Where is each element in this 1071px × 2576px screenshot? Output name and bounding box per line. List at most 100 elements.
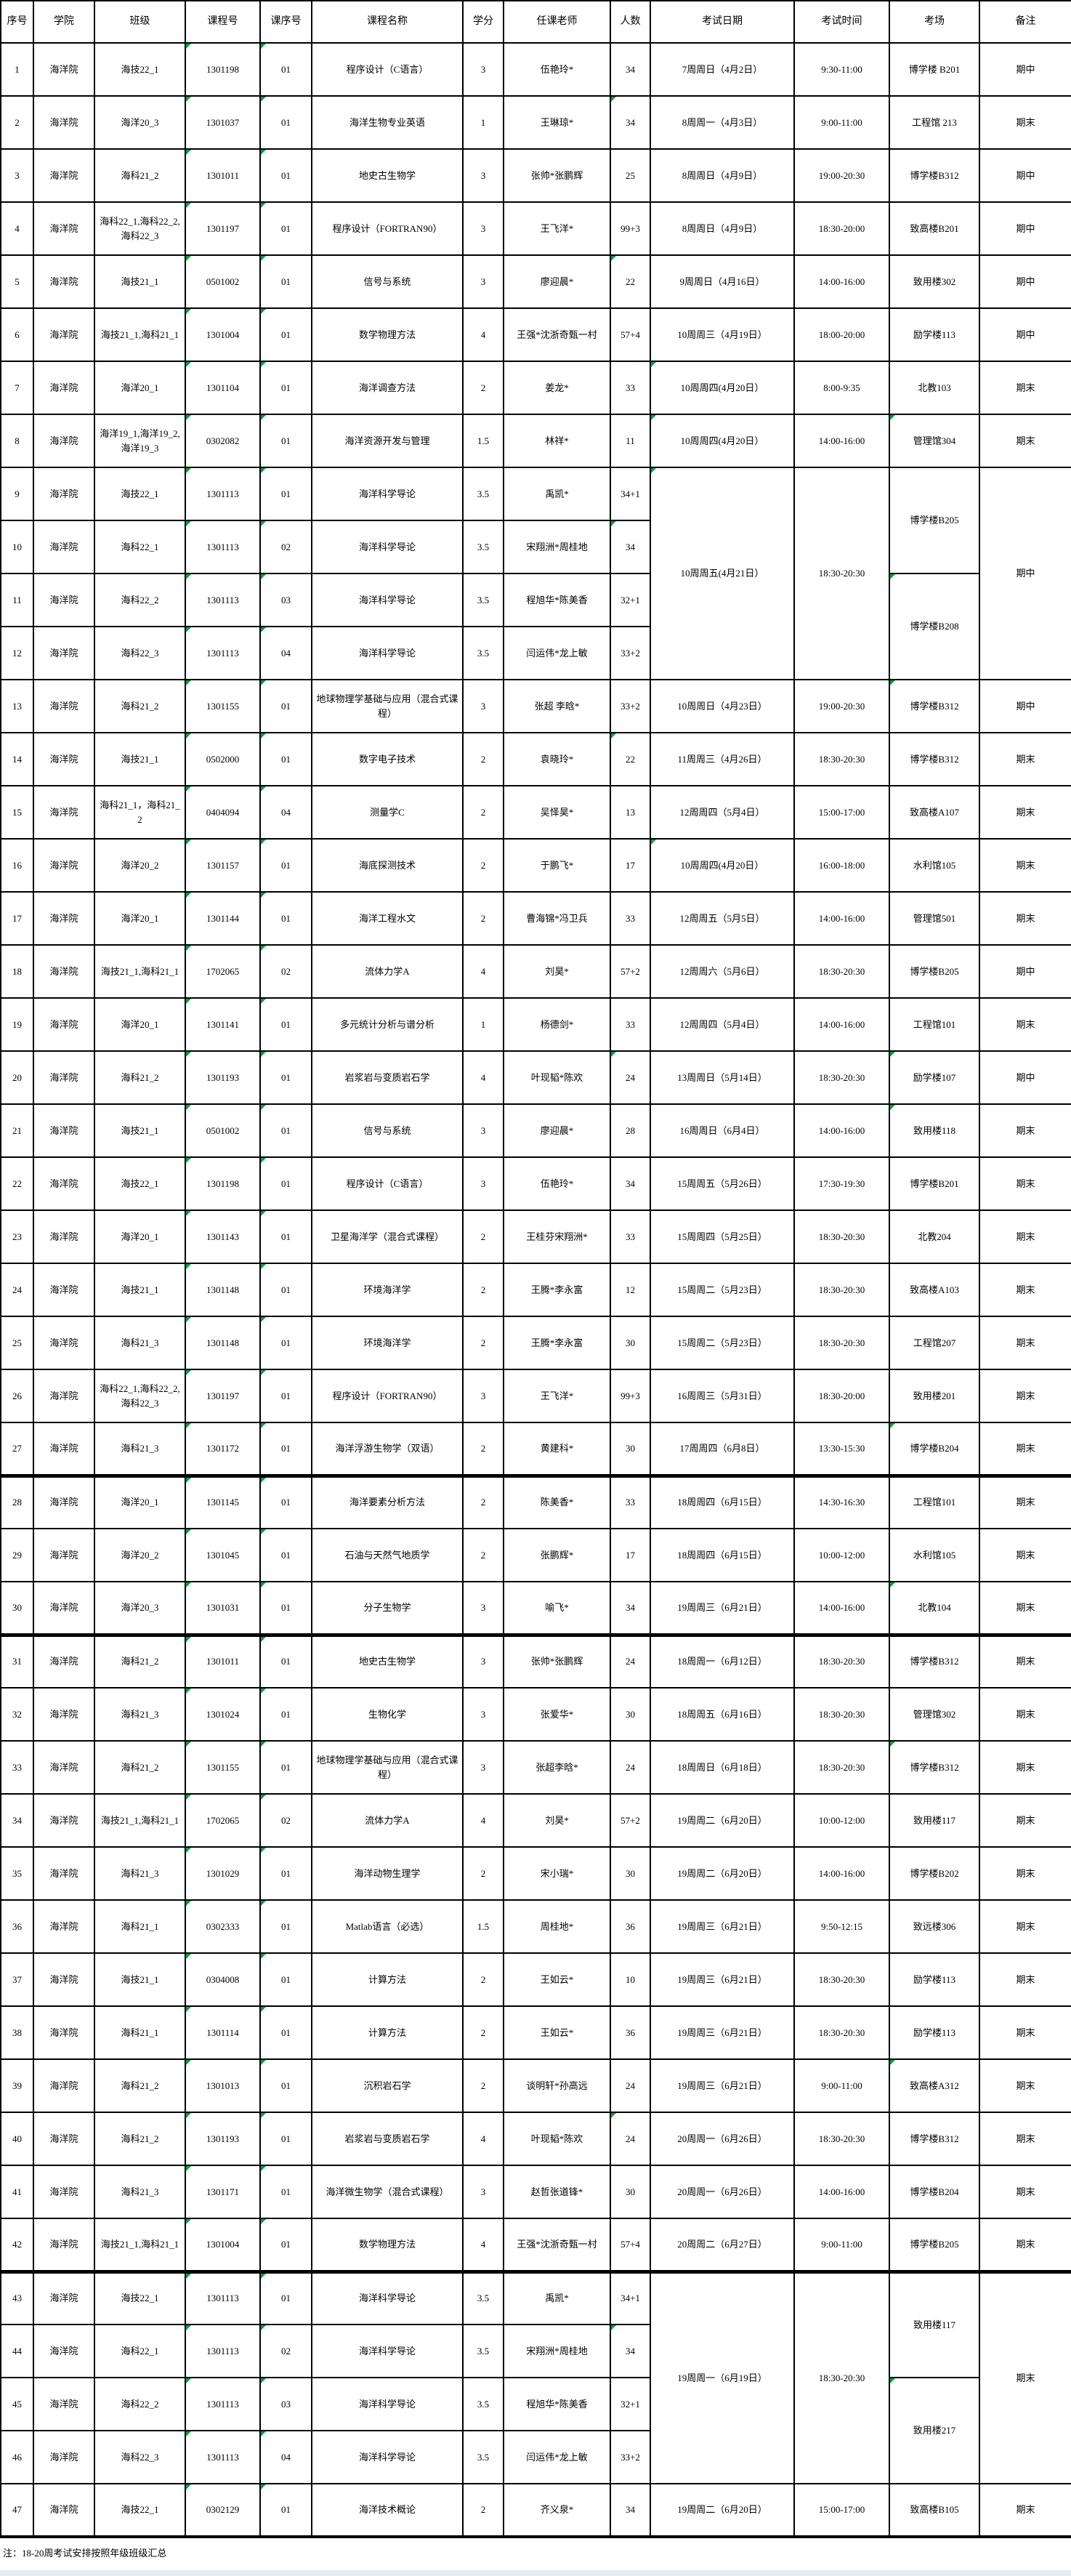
- cell-no: 45: [0, 2377, 34, 2431]
- cell-college: 海洋院: [33, 1528, 95, 1582]
- cell-remark: 期末: [979, 838, 1071, 893]
- cell-no: 43: [0, 2271, 34, 2325]
- cell-date: 19周周三（6月21日）: [650, 2058, 795, 2113]
- cell-no: 47: [0, 2483, 34, 2537]
- cell-course-id: 0302333: [185, 1899, 261, 1954]
- cell-date: 20周周一（6月26日）: [650, 2112, 795, 2166]
- column-header-count: 人数: [610, 0, 651, 44]
- cell-credits: 3: [462, 201, 504, 256]
- cell-room: 博学楼B204: [889, 1422, 980, 1478]
- cell-credits: 2: [462, 838, 504, 893]
- cell-seq: 01: [259, 997, 312, 1052]
- cell-course-id: 0302129: [185, 2483, 261, 2537]
- cell-remark: 期末: [979, 414, 1071, 468]
- cell-class: 海洋20_1: [94, 361, 186, 415]
- cell-seq: 01: [259, 1422, 312, 1478]
- cell-course-id: 1301045: [185, 1528, 261, 1582]
- table-row: 39 海洋院 海科21_2 1301013 01 沉积岩石学 2 谈明轩*孙高远 24 19周周三…: [0, 2058, 1071, 2113]
- cell-college: 海洋院: [33, 2005, 95, 2060]
- cell-room: 北教103: [889, 361, 980, 415]
- cell-room: 博学楼B205: [889, 467, 980, 574]
- cell-course-id: 1301004: [185, 2218, 261, 2274]
- cell-room: 管理馆501: [889, 891, 980, 946]
- cell-room: 博学楼B312: [889, 732, 980, 786]
- cell-date: 17周周四（6月8日）: [650, 1422, 795, 1478]
- table-row: 47 海洋院 海技22_1 0302129 01 海洋技术概论 2 齐义泉* 34 19周周二（6…: [0, 2483, 1071, 2537]
- table-row: 11 海洋院 海科22_2 1301113 03 海洋科学导论 3.5 程旭华*陈美香 32+1…: [0, 573, 1071, 680]
- cell-date: 10周周日（4月23日）: [650, 679, 795, 733]
- cell-class: 海技21_1,海科21_1: [94, 1793, 186, 1848]
- cell-credits: 3.5: [462, 626, 504, 680]
- cell-count: 24: [610, 1050, 651, 1105]
- cell-seq: 01: [259, 414, 312, 468]
- cell-count: 25: [610, 148, 651, 203]
- cell-teacher: 程旭华*陈美香: [503, 2377, 611, 2431]
- cell-room: 励学楼113: [889, 307, 980, 362]
- cell-course-name: 地史古生物学: [311, 1634, 464, 1689]
- cell-teacher: 闫运伟*龙上敏: [503, 2430, 611, 2484]
- cell-seq: 02: [259, 2324, 312, 2378]
- cell-course-id: 1301011: [185, 1634, 261, 1689]
- cell-course-name: 海洋科学导论: [311, 2430, 464, 2484]
- cell-teacher: 姜龙*: [503, 361, 611, 415]
- cell-course-name: 海洋科学导论: [311, 467, 464, 521]
- cell-no: 21: [0, 1103, 34, 1158]
- cell-course-name: 海底探测技术: [311, 838, 464, 893]
- cell-class: 海技21_1: [94, 732, 186, 786]
- column-header-college: 学院: [33, 0, 95, 44]
- cell-room: 北教104: [889, 1581, 980, 1637]
- cell-time: 14:00-16:00: [793, 254, 890, 309]
- cell-teacher: 王强*沈浙奇甄一村: [503, 2218, 611, 2274]
- cell-room: 励学楼107: [889, 1050, 980, 1105]
- cell-room: 致高楼B105: [889, 2483, 980, 2537]
- table-row: 15 海洋院 海科21_1，海科21_2 0404094 04 测量学C 2 吴怿昊* 13 12…: [0, 785, 1071, 840]
- cell-time: 18:30-20:30: [793, 1740, 890, 1795]
- cell-seq: 03: [259, 2377, 312, 2431]
- cell-time: 18:30-20:30: [793, 1209, 890, 1264]
- cell-time: 10:00-12:00: [793, 1793, 890, 1848]
- table-row: 16 海洋院 海洋20_2 1301157 01 海底探测技术 2 于鹏飞* 17 10周周四(4…: [0, 838, 1071, 893]
- cell-class: 海科22_1: [94, 520, 186, 574]
- cell-remark: 期末: [979, 1634, 1071, 1689]
- column-header-seq: 课序号: [259, 0, 312, 44]
- table-row: 6 海洋院 海技21_1,海科21_1 1301004 01 数学物理方法 4 王强*沈浙奇甄…: [0, 307, 1071, 362]
- cell-no: 20: [0, 1050, 34, 1105]
- cell-remark: 期中: [979, 679, 1071, 733]
- cell-college: 海洋院: [33, 679, 95, 733]
- table-row: 1 海洋院 海技22_1 1301198 01 程序设计（C语言） 3 伍艳玲* 34 7周周日（…: [0, 42, 1071, 97]
- cell-teacher: 曹海锦*冯卫兵: [503, 891, 611, 946]
- cell-seq: 01: [259, 2271, 312, 2325]
- cell-course-id: 1301193: [185, 1050, 261, 1105]
- cell-room: 工程馆101: [889, 997, 980, 1052]
- cell-teacher: 刘昊*: [503, 944, 611, 999]
- table-row: 36 海洋院 海科21_1 0302333 01 Matlab语言（必选） 1.5 周桂地* 3…: [0, 1899, 1071, 1954]
- cell-room: 博学楼B312: [889, 2112, 980, 2166]
- cell-remark: 期末: [979, 2271, 1071, 2484]
- cell-college: 海洋院: [33, 254, 95, 309]
- cell-time: 18:30-20:30: [793, 944, 890, 999]
- cell-time: 14:00-16:00: [793, 414, 890, 468]
- cell-remark: 期末: [979, 1209, 1071, 1264]
- cell-course-name: 石油与天然气地质学: [311, 1528, 464, 1582]
- cell-seq: 01: [259, 467, 312, 521]
- cell-course-id: 1301004: [185, 307, 261, 362]
- cell-course-name: 流体力学A: [311, 944, 464, 999]
- cell-seq: 02: [259, 944, 312, 999]
- cell-class: 海科21_3: [94, 2165, 186, 2219]
- cell-count: 32+1: [610, 573, 651, 627]
- cell-class: 海科21_2: [94, 2058, 186, 2113]
- table-row: 21 海洋院 海技21_1 0501002 01 信号与系统 3 廖迎晨* 28 16周周日（6月…: [0, 1103, 1071, 1158]
- cell-date: 20周周一（6月26日）: [650, 2165, 795, 2219]
- table-row: 28 海洋院 海洋20_1 1301145 01 海洋要素分析方法 2 陈美香* 33 18周周四…: [0, 1475, 1071, 1529]
- cell-seq: 01: [259, 1687, 312, 1742]
- cell-course-id: 1301024: [185, 1687, 261, 1742]
- cell-remark: 期中: [979, 944, 1071, 999]
- cell-college: 海洋院: [33, 573, 95, 627]
- cell-teacher: 叶现韬*陈欢: [503, 2112, 611, 2166]
- cell-college: 海洋院: [33, 2271, 95, 2325]
- table-row: 19 海洋院 海洋20_1 1301141 01 多元统计分析与谱分析 1 杨德剑* 33 12周…: [0, 997, 1071, 1052]
- cell-count: 30: [610, 2165, 651, 2219]
- column-header-credits: 学分: [462, 0, 504, 44]
- cell-teacher: 禹凯*: [503, 2271, 611, 2325]
- cell-remark: 期中: [979, 467, 1071, 680]
